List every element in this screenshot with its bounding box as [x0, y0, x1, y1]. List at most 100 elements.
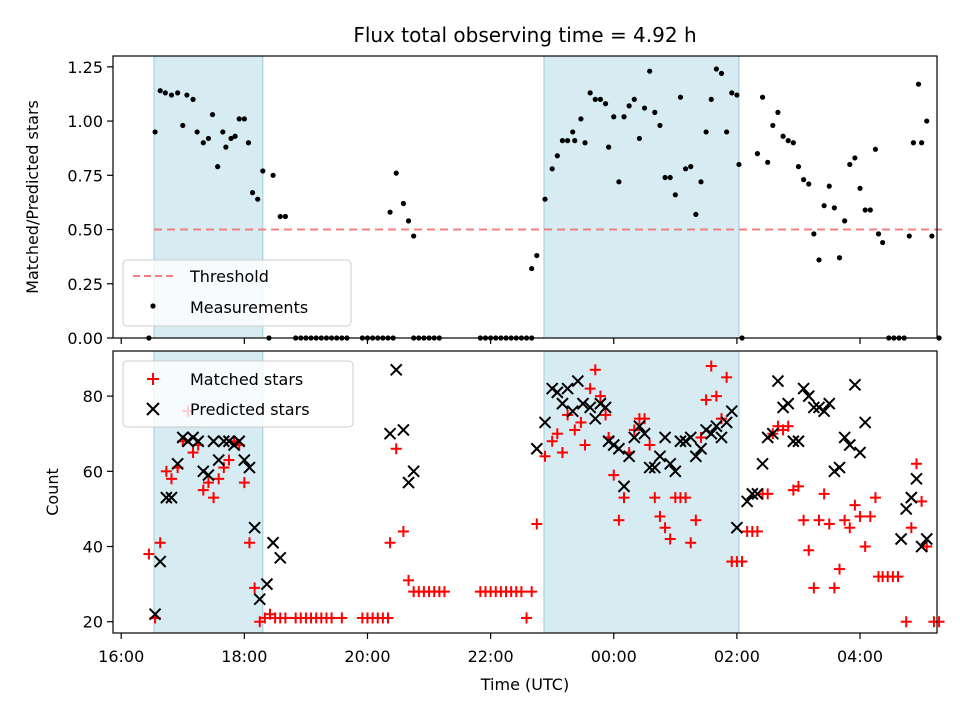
measurement-point — [260, 168, 266, 174]
predicted-star-point — [530, 442, 544, 455]
x-axis-label: Time (UTC) — [480, 675, 569, 694]
measurement-point — [626, 103, 632, 109]
predicted-star-mark-b — [694, 442, 708, 455]
measurement-point — [405, 218, 412, 224]
predicted-star-point — [720, 416, 733, 429]
top-shaded-regions — [153, 55, 740, 339]
measurement-point — [162, 90, 168, 96]
matched-star-point — [736, 556, 748, 568]
x-tick-label: 16:00 — [98, 647, 144, 666]
y-tick-label: 1.00 — [67, 112, 103, 131]
measurement-point — [200, 140, 206, 146]
x-tick-label: 18:00 — [221, 647, 267, 666]
matched-star-point — [569, 424, 581, 436]
predicted-star-mark-b — [910, 472, 923, 486]
matched-star-point — [905, 522, 917, 534]
predicted-star-point — [663, 457, 677, 471]
predicted-star-mark-b — [740, 495, 754, 508]
predicted-star-mark-b — [833, 461, 846, 474]
matched-star-point — [526, 586, 538, 598]
matched-star-point — [910, 458, 922, 470]
top-plot-frame — [112, 55, 938, 339]
matched-star-point — [680, 492, 692, 504]
top-y-axis-label: Matched/Predicted stars — [23, 100, 42, 294]
measurement-point — [411, 233, 417, 239]
predicted-star-mark-b — [274, 551, 287, 565]
predicted-star-mark-b — [787, 435, 800, 448]
matched-star-point — [834, 563, 846, 575]
measurement-point — [270, 172, 276, 178]
measurement-point — [249, 190, 256, 196]
predicted-star-point — [740, 495, 754, 508]
matched-star-point — [208, 492, 220, 504]
predicted-star-point — [853, 446, 867, 459]
predicted-star-point — [390, 363, 403, 377]
x-tick-label: 04:00 — [837, 647, 883, 666]
matched-star-point — [223, 454, 235, 466]
predicted-star-mark-b — [848, 378, 862, 392]
predicted-star-mark-b — [217, 435, 231, 448]
matched-star-point — [165, 473, 177, 485]
measurement-point — [559, 138, 566, 144]
predicted-stars-points — [148, 363, 933, 621]
predicted-star-point — [397, 423, 410, 437]
predicted-star-mark-b — [751, 487, 764, 501]
matched-star-point — [397, 525, 409, 537]
matched-star-point — [803, 544, 815, 556]
predicted-star-point — [858, 416, 872, 429]
predicted-star-point — [566, 404, 579, 418]
predicted-star-point — [248, 521, 261, 534]
measurement-point — [736, 161, 742, 168]
measurement-point — [852, 155, 858, 161]
predicted-star-point — [628, 431, 641, 444]
matched-star-point — [556, 447, 568, 459]
predicted-star-mark-b — [715, 431, 728, 444]
measurement-point — [534, 252, 540, 259]
matched-star-point — [197, 484, 209, 496]
measurement-point — [616, 179, 622, 185]
measurement-point — [587, 90, 593, 96]
matched-star-point — [594, 390, 606, 402]
matched-star-point — [546, 435, 558, 447]
matched-star-point — [700, 394, 712, 406]
predicted-star-mark-b — [561, 382, 574, 395]
predicted-star-mark-b — [212, 453, 225, 467]
predicted-star-point — [756, 457, 769, 471]
measurement-point — [592, 96, 598, 102]
measurement-point — [255, 196, 261, 202]
matched-star-point — [705, 360, 717, 372]
measurement-point — [570, 129, 576, 135]
measurement-point — [718, 70, 725, 76]
predicted-star-mark-b — [817, 404, 831, 418]
predicted-star-point — [705, 427, 718, 440]
measurement-point — [688, 164, 694, 170]
measurement-point — [228, 135, 234, 142]
measurement-point — [677, 94, 684, 100]
matched-star-point — [143, 548, 155, 560]
measurement-point — [667, 174, 673, 181]
predicted-star-point — [160, 491, 173, 504]
predicted-star-mark-b — [905, 491, 918, 504]
predicted-star-mark-b — [233, 435, 246, 448]
threshold-legend-label: Threshold — [189, 267, 269, 286]
measurement-point — [880, 239, 886, 246]
predicted-star-point — [243, 461, 256, 474]
x-tick-label: 22:00 — [468, 647, 514, 666]
matched-star-point — [654, 510, 666, 522]
predicted-star-point — [599, 401, 612, 414]
predicted-star-mark-b — [689, 450, 703, 463]
matched-star-point — [608, 469, 620, 481]
predicted-legend-swatch — [146, 402, 160, 416]
predicted-star-point — [725, 404, 738, 418]
predicted-star-mark-b — [802, 389, 815, 403]
measurement-point — [184, 92, 190, 98]
predicted-star-point — [843, 438, 856, 452]
matched-star-point — [751, 525, 763, 537]
measurement-point — [606, 144, 612, 150]
measurement-point — [621, 114, 627, 120]
measurement-point — [564, 138, 571, 144]
predicted-star-point — [589, 412, 602, 425]
matched-star-point — [213, 473, 225, 485]
predicted-star-mark-b — [191, 435, 205, 448]
predicted-star-point — [383, 427, 397, 440]
